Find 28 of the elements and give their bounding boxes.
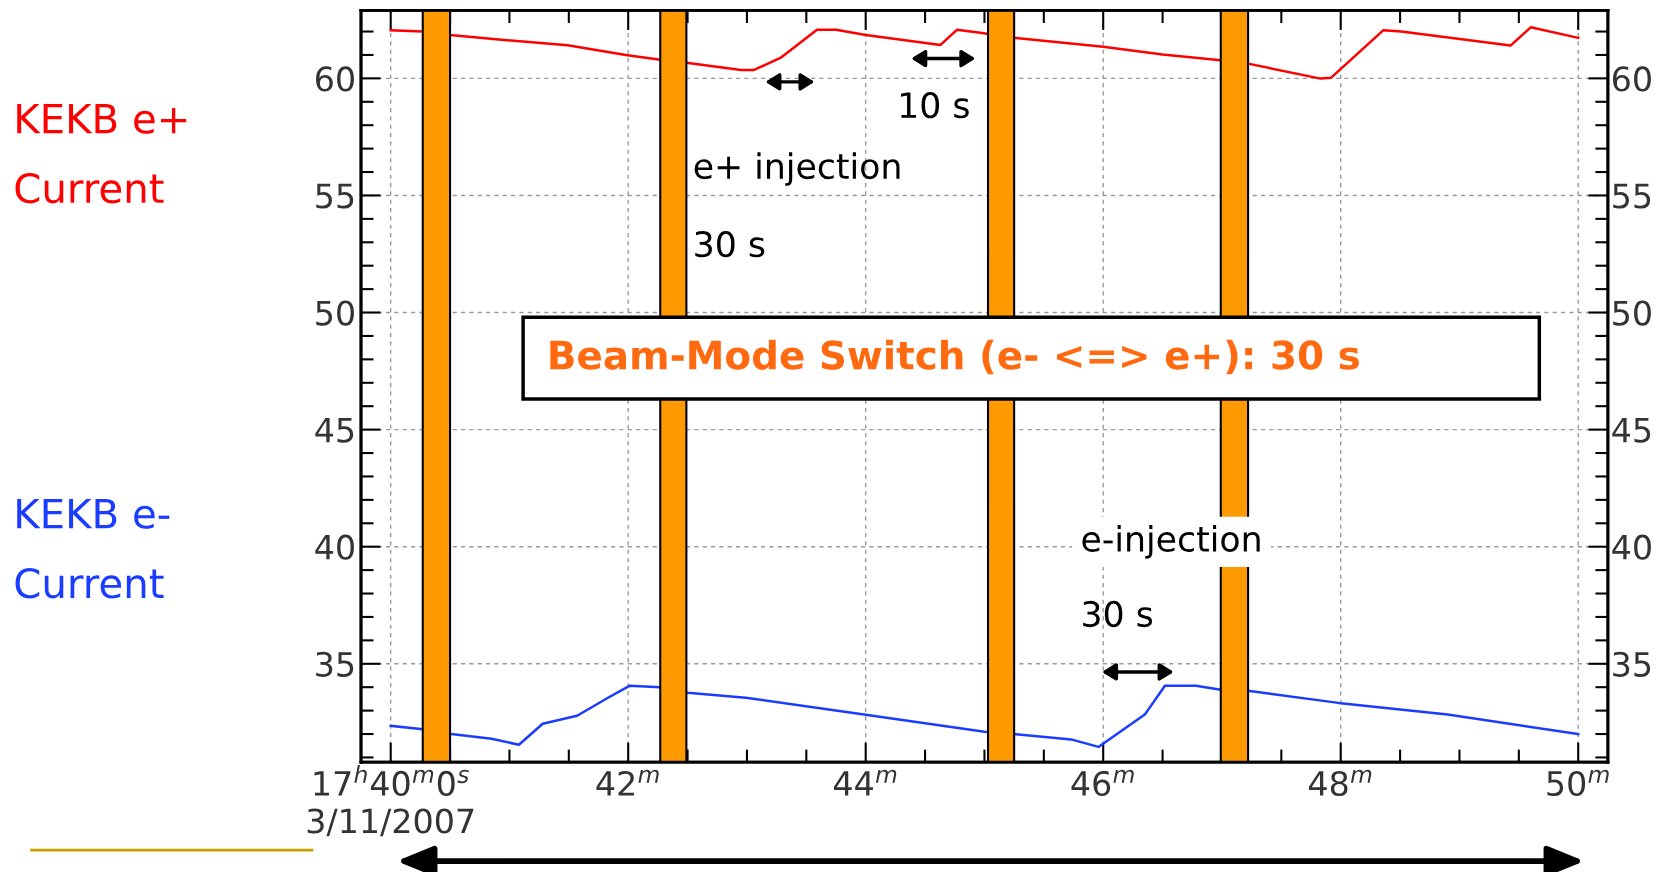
annotation: e-injection bbox=[1082, 525, 1260, 559]
annotation: Beam-Mode Switch (e- <=> e+): 30 s bbox=[550, 339, 1359, 375]
y-tick-label: 50 bbox=[316, 300, 354, 326]
y2-tick-label: 35 bbox=[1613, 651, 1651, 677]
y-tick-label: 35 bbox=[316, 651, 354, 677]
x-tick-label: 17$^{h}$40$^{m}$0$^{s}$ 3/11/2007 bbox=[307, 765, 474, 837]
text: KEKB e+ Current bbox=[15, 103, 187, 204]
x-tick-label: 42$^{m}$ bbox=[596, 769, 659, 796]
line-series bbox=[389, 26, 1580, 80]
y-tick-label: 55 bbox=[316, 183, 354, 209]
x-tick-label: 46$^{m}$ bbox=[1071, 769, 1134, 797]
x-tick-label: 50$^{m}$ bbox=[1547, 769, 1609, 797]
y2-tick-label: 60 bbox=[1613, 66, 1651, 92]
annotation: 10 s bbox=[900, 91, 969, 119]
y-tick-label: 40 bbox=[315, 534, 354, 560]
y-tick-label: 45 bbox=[315, 417, 354, 443]
annotation: e+ injection bbox=[694, 152, 900, 186]
y2-tick-label: 50 bbox=[1613, 300, 1651, 326]
x-tick-label: 48$^{m}$ bbox=[1309, 769, 1372, 797]
text: KEKB e- Current bbox=[15, 498, 170, 599]
y2-tick-label: 40 bbox=[1612, 534, 1651, 560]
line-series bbox=[389, 684, 1580, 749]
annotation: 30 s bbox=[1083, 600, 1153, 628]
y-tick-label: 60 bbox=[316, 66, 354, 92]
annotation: 30 s bbox=[695, 231, 765, 258]
y2-tick-label: 55 bbox=[1613, 183, 1651, 209]
y2-tick-label: 45 bbox=[1612, 417, 1651, 443]
x-tick-label: 44$^{m}$ bbox=[833, 769, 897, 796]
